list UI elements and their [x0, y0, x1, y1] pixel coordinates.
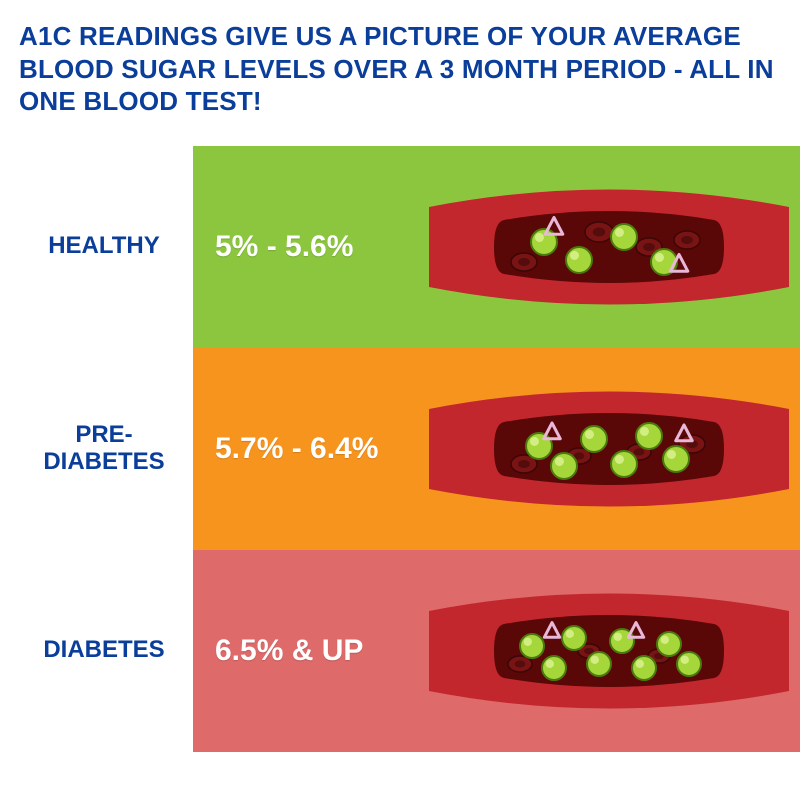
row-diabetes: DIABETES6.5% & UP — [193, 550, 800, 752]
rows-wrapper: HEALTHY5% - 5.6%PRE-DIABETES5.7% - 6.4%D… — [193, 146, 800, 752]
blood-vessel-icon — [399, 172, 800, 322]
blood-vessel-icon — [399, 374, 800, 524]
blood-vessel-icon — [399, 576, 800, 726]
row-label-diabetes: DIABETES — [15, 637, 193, 663]
row-pre-diabetes: PRE-DIABETES5.7% - 6.4% — [193, 348, 800, 550]
row-label-pre-diabetes: PRE-DIABETES — [15, 422, 193, 475]
row-range-healthy: 5% - 5.6% — [215, 230, 353, 264]
title: A1C READINGS GIVE US A PICTURE OF YOUR A… — [15, 20, 785, 118]
infographic-container: A1C READINGS GIVE US A PICTURE OF YOUR A… — [0, 0, 800, 800]
row-range-diabetes: 6.5% & UP — [215, 634, 363, 668]
row-range-pre-diabetes: 5.7% - 6.4% — [215, 432, 378, 466]
row-healthy: HEALTHY5% - 5.6% — [193, 146, 800, 348]
row-label-healthy: HEALTHY — [15, 233, 193, 259]
